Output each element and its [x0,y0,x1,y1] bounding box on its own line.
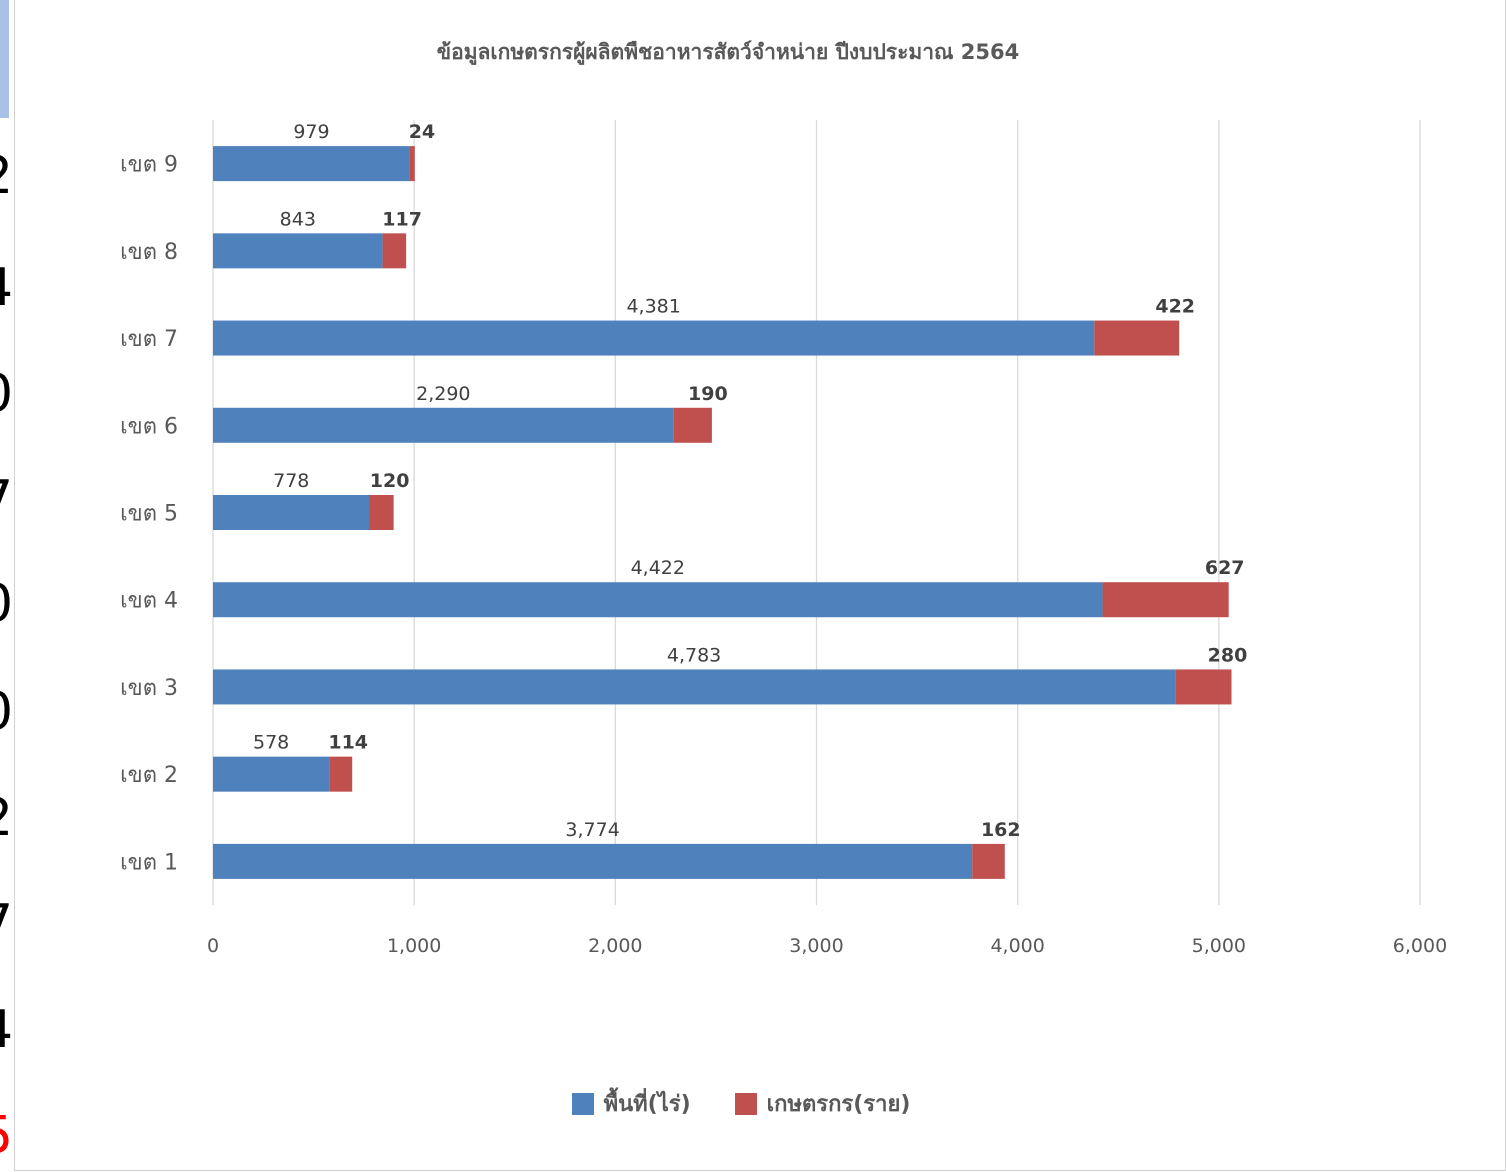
left-edge-strip: 2 4 0 7 0 0 2 7 4 5 [0,0,14,1172]
bar-farmers [1102,582,1229,618]
data-label-area: 4,783 [667,644,721,666]
y-tick-label: เขต 5 [120,502,178,527]
left-edge-digit: 7 [0,898,13,950]
data-label-area: 578 [253,732,289,754]
legend-item-area: พื้นที่(ไร่) [571,1086,691,1121]
data-label-farmers: 117 [382,208,422,230]
bar-farmers [1094,320,1180,356]
data-label-area: 979 [293,121,329,143]
legend-item-farmers: เกษตรกร(ราย) [734,1086,911,1121]
left-edge-digit: 2 [0,150,13,202]
y-tick-label: เขต 1 [120,850,178,875]
data-label-area: 778 [273,470,309,492]
bar-farmers [329,756,353,792]
left-edge-digit: 0 [0,686,13,738]
bar-area [213,756,330,792]
data-label-area: 4,422 [631,557,685,579]
data-label-area: 843 [280,208,316,230]
data-label-farmers: 190 [688,383,728,405]
left-edge-digit: 5 [0,1110,13,1162]
y-tick-label: เขต 3 [120,676,178,701]
left-edge-digit: 4 [0,262,13,314]
left-edge-digit: 0 [0,368,13,420]
x-tick-label: 1,000 [387,935,441,957]
data-label-farmers: 162 [981,819,1021,841]
bar-farmers [972,843,1005,879]
data-label-farmers: 120 [370,470,410,492]
y-tick-label: เขต 6 [120,414,178,439]
data-label-farmers: 627 [1205,557,1245,579]
x-tick-label: 5,000 [1192,935,1246,957]
x-tick-label: 6,000 [1393,935,1447,957]
bar-farmers [409,146,415,182]
left-edge-digit: 2 [0,792,13,844]
data-label-farmers: 24 [409,121,435,143]
y-tick-label: เขต 7 [120,327,178,352]
bar-farmers [1175,669,1232,705]
data-label-farmers: 114 [328,732,368,754]
x-tick-label: 2,000 [588,935,642,957]
bar-area [213,843,973,879]
y-tick-label: เขต 8 [120,240,178,265]
data-label-area: 4,381 [626,296,680,318]
chart-area: ข้อมูลเกษตรกรผู้ผลิตพืชอาหารสัตว์จำหน่าย… [14,0,1506,1171]
bar-area [213,495,370,530]
x-tick-label: 3,000 [789,935,843,957]
bar-farmers [673,407,712,443]
bar-area [213,320,1095,356]
chart-legend: พื้นที่(ไร่) เกษตรกร(ราย) [15,1086,1467,1121]
left-edge-digit: 4 [0,1004,13,1056]
x-tick-label: 0 [207,935,219,957]
legend-label-farmers: เกษตรกร(ราย) [766,1092,911,1117]
data-label-area: 3,774 [565,819,619,841]
bar-farmers [382,233,407,269]
legend-swatch-farmers [734,1092,757,1115]
bar-area [213,582,1103,618]
data-label-farmers: 422 [1155,296,1195,318]
legend-swatch-area [571,1092,594,1115]
data-label-farmers: 280 [1208,644,1248,666]
data-label-area: 2,290 [416,383,470,405]
left-edge-digit: 0 [0,578,13,630]
bar-area [213,233,383,269]
bar-area [213,407,674,443]
bar-area [213,146,410,182]
chart-plot: 0 1,000 2,000 3,000 4,000 5,000 6,000 เขต 1 3,77… [120,120,1447,957]
y-tick-label: เขต 4 [120,589,178,614]
legend-label-area: พื้นที่(ไร่) [603,1092,691,1117]
bar-area [213,669,1176,705]
bar-farmers [369,495,394,530]
left-edge-digit: 7 [0,474,13,526]
left-edge-accent [0,0,9,118]
y-tick-label: เขต 2 [120,763,178,788]
chart-title: ข้อมูลเกษตรกรผู้ผลิตพืชอาหารสัตว์จำหน่าย… [436,40,1020,64]
y-tick-label: เขต 9 [120,153,178,178]
x-tick-label: 4,000 [990,935,1044,957]
